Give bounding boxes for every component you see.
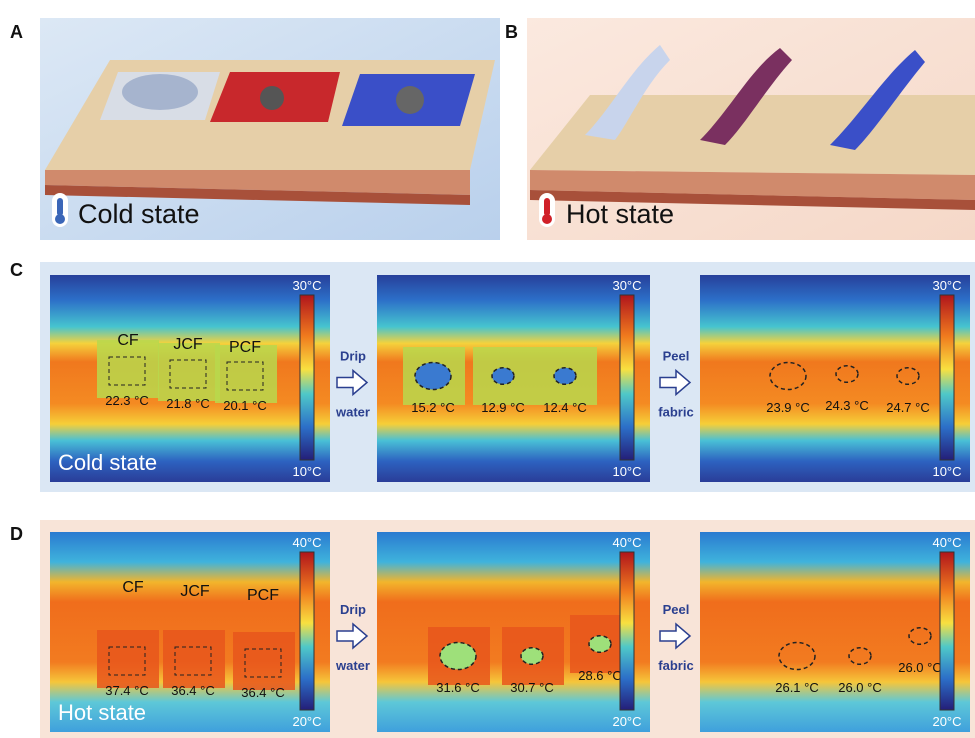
color-bar <box>620 552 634 710</box>
color-bar <box>300 552 314 710</box>
temperature-label: 30.7 °C <box>510 680 554 695</box>
hot-thermometer-icon <box>539 193 555 227</box>
temperature-label: 36.4 °C <box>241 685 285 700</box>
panel-label: A <box>10 22 23 42</box>
thermal-panels: 22.3 °C 21.8 °C 20.1 °C 30°C 10°C 15.2 °C 12.9… <box>50 275 970 732</box>
step-label: Peel <box>663 602 690 617</box>
step-label: fabric <box>658 405 693 420</box>
fabric-patch <box>233 632 295 690</box>
sample-label: CF <box>122 579 144 596</box>
scale-min: 10°C <box>292 464 321 479</box>
water-region <box>492 368 514 385</box>
panel-label: C <box>10 260 23 280</box>
temperature-label: 26.1 °C <box>775 680 819 695</box>
scale-min: 10°C <box>612 464 641 479</box>
sample-label: JCF <box>180 583 210 600</box>
temperature-label: 20.1 °C <box>223 398 267 413</box>
temperature-label: 31.6 °C <box>436 680 480 695</box>
cold-thermometer-icon <box>52 193 68 227</box>
sample-label: CF <box>117 332 139 349</box>
state-label: Hot state <box>58 700 146 725</box>
temperature-label: 12.9 °C <box>481 400 525 415</box>
color-bar <box>300 295 314 460</box>
step-label: fabric <box>658 658 693 673</box>
step-label: Peel <box>663 349 690 364</box>
panel-label: B <box>505 22 518 42</box>
temperature-label: 24.7 °C <box>886 400 930 415</box>
thermal-image <box>700 275 970 482</box>
scale-max: 40°C <box>292 535 321 550</box>
temperature-label: 15.2 °C <box>411 400 455 415</box>
thermal-image <box>700 532 970 732</box>
panel-caption: Hot state <box>566 199 674 229</box>
temperature-label: 21.8 °C <box>166 396 210 411</box>
step-label: water <box>335 658 370 673</box>
water-region <box>440 643 476 670</box>
temperature-label: 28.6 °C <box>578 668 622 683</box>
state-label: Cold state <box>58 450 157 475</box>
temperature-label: 24.3 °C <box>825 398 869 413</box>
scale-max: 30°C <box>932 278 961 293</box>
scale-min: 20°C <box>292 714 321 729</box>
scale-max: 30°C <box>612 278 641 293</box>
panel-caption: Cold state <box>78 199 200 229</box>
scale-min: 20°C <box>612 714 641 729</box>
sample-label: PCF <box>229 339 261 356</box>
water-region <box>554 368 576 385</box>
scale-min: 20°C <box>932 714 961 729</box>
step-label: Drip <box>340 602 366 617</box>
fabric-patch <box>163 630 225 688</box>
color-bar <box>940 552 954 710</box>
slab-illustration <box>45 60 495 205</box>
step-label: Drip <box>340 349 366 364</box>
color-bar <box>940 295 954 460</box>
water-region <box>415 363 451 390</box>
scale-max: 40°C <box>612 535 641 550</box>
temperature-label: 26.0 °C <box>898 660 942 675</box>
fabric-patch <box>97 630 159 688</box>
figure: A Cold state B Hot state C D 22.3 °C21. <box>0 0 975 738</box>
temperature-label: 22.3 °C <box>105 393 149 408</box>
temperature-label: 12.4 °C <box>543 400 587 415</box>
scale-min: 10°C <box>932 464 961 479</box>
scale-max: 30°C <box>292 278 321 293</box>
temperature-label: 36.4 °C <box>171 683 215 698</box>
temperature-label: 26.0 °C <box>838 680 882 695</box>
water-region <box>589 636 611 653</box>
scale-max: 40°C <box>932 535 961 550</box>
sample-label: PCF <box>247 587 279 604</box>
water-region <box>521 648 543 665</box>
temperature-label: 37.4 °C <box>105 683 149 698</box>
panel-label: D <box>10 524 23 544</box>
step-label: water <box>335 405 370 420</box>
temperature-label: 23.9 °C <box>766 400 810 415</box>
color-bar <box>620 295 634 460</box>
sample-label: JCF <box>173 336 203 353</box>
